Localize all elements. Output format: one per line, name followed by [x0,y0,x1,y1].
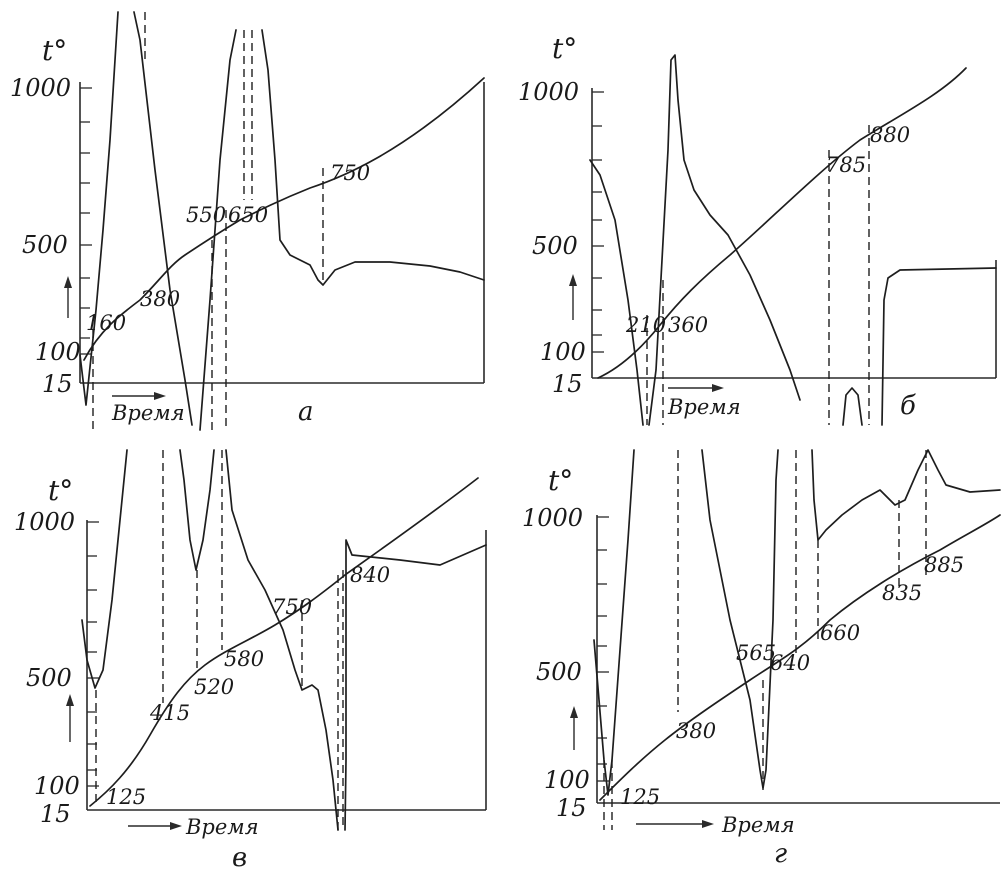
panel-b-ytick-100: 100 [540,338,586,366]
panel-g-point-565: 565 [736,641,776,665]
panel-v-ytick-15: 15 [40,800,71,828]
panel-v-point-415: 415 [149,701,190,725]
panel-b-ytick-500: 500 [532,232,578,260]
panel-g-y-arrow [570,706,578,750]
panel-a-heating-curve [83,77,485,361]
panel-g-point-660: 660 [820,621,860,645]
panel-v-label: в [232,843,247,873]
panel-a-ytick-100: 100 [35,338,81,366]
panel-a-x-arrow [112,392,166,400]
panel-b-x-arrow [668,384,724,392]
panel-b-x-axis-label: Время [667,395,741,419]
panel-a-differential-curve [79,11,485,431]
panel-g-differential-curve [593,449,1001,796]
panel-g-point-380: 380 [676,719,716,743]
panel-v-x-axis-label: Время [185,815,259,839]
panel-a-point-750: 750 [330,161,370,185]
panel-b-point-210: 210 [625,313,666,337]
panel-a-ticks [80,87,92,355]
panel-g-point-125: 125 [620,785,660,809]
panel-v-point-125: 125 [106,785,146,809]
panel-b-differential-curve [589,54,997,426]
panel-b-ticks [592,91,604,353]
panel-a-dashed-lines [92,12,324,430]
panel-v: t° 1000 500 100 15 Время в 125 415 520 5… [14,449,487,873]
panel-g-ytick-500: 500 [536,658,582,686]
panel-b-label: б [900,391,916,421]
panel-v-point-840: 840 [350,563,390,587]
panel-b: t° 1000 500 100 15 Время б 210 360 785 8… [518,32,997,426]
panel-g-ytick-15: 15 [556,794,587,822]
panel-v-heating-curve [89,477,479,807]
panel-a-ytick-1000: 1000 [10,74,71,102]
panel-b-dashed-lines [646,125,870,425]
panel-v-differential-curve [81,449,487,831]
panel-v-point-750: 750 [272,595,312,619]
panel-g: t° 1000 500 100 15 Время г 125 380 565 [522,449,1001,869]
panel-a-y-axis-label: t° [42,34,67,67]
panel-g-label: г [774,839,787,869]
panel-v-ticks [87,521,99,787]
panel-a: t° 1000 500 100 15 Время а 160 380 550 6… [10,11,485,431]
panel-v-point-520: 520 [194,675,234,699]
panel-a-x-axis-label: Время [111,401,185,425]
panel-g-point-835: 835 [882,581,922,605]
panel-v-ytick-100: 100 [34,772,80,800]
panel-g-y-axis-label: t° [548,464,573,497]
panel-a-y-arrow [64,276,72,318]
panel-a-ytick-500: 500 [22,231,68,259]
panel-a-point-650: 650 [228,203,268,227]
panel-b-point-880: 880 [870,123,910,147]
panel-g-heating-curve [599,514,1001,801]
panel-g-x-axis-label: Время [721,813,795,837]
panel-a-point-550: 550 [186,203,226,227]
panel-g-point-640: 640 [770,651,810,675]
panel-g-point-885: 885 [924,553,964,577]
panel-b-ytick-1000: 1000 [518,78,579,106]
panel-a-label: а [298,397,314,427]
panel-b-y-arrow [569,274,577,320]
panel-b-ytick-15: 15 [552,370,583,398]
panel-g-ytick-1000: 1000 [522,504,583,532]
panel-a-ytick-15: 15 [42,370,73,398]
panel-a-point-160: 160 [86,311,126,335]
panel-b-y-axis-label: t° [552,32,577,65]
panel-g-dashed-lines [603,450,927,830]
panel-v-dashed-lines [95,450,344,830]
panel-g-ytick-100: 100 [544,766,590,794]
panel-a-point-380: 380 [140,287,180,311]
panel-b-heating-curve [597,67,967,379]
panel-g-x-arrow [636,820,714,828]
panel-v-point-580: 580 [224,647,264,671]
panel-v-ytick-1000: 1000 [14,508,75,536]
panel-b-point-785: 785 [826,153,866,177]
panel-v-ytick-500: 500 [26,664,72,692]
panel-g-ticks [597,516,609,782]
panel-v-y-axis-label: t° [48,474,73,507]
panel-v-x-arrow [128,822,182,830]
panel-b-point-360: 360 [668,313,708,337]
panel-v-y-arrow [66,694,74,742]
